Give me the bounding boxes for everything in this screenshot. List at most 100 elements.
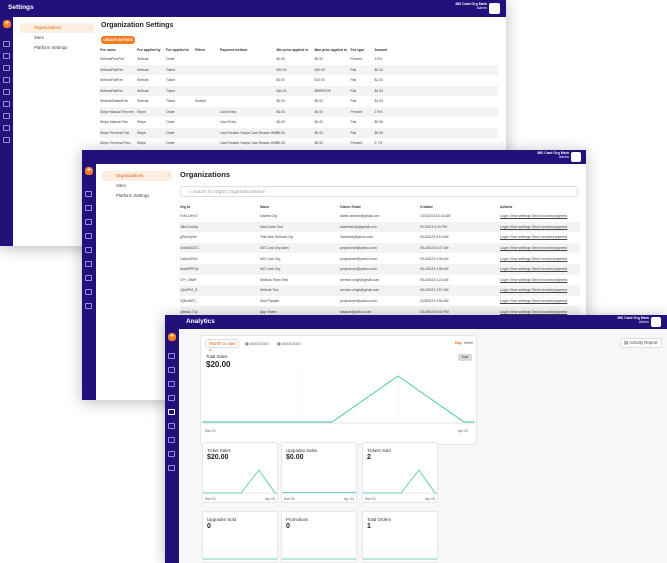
home-icon[interactable] [85, 191, 92, 197]
row-actions-links[interactable]: Login View settings Send invoice/payment [500, 306, 580, 317]
table-cell [220, 75, 277, 86]
row-actions-links[interactable]: Login View settings Send invoice/payment [500, 221, 580, 233]
row-actions-links[interactable]: Login View settings Send invoice/payment [500, 235, 568, 240]
start-date-field[interactable]: ▦ 06/01/2024 [245, 341, 269, 346]
table-cell: Seltrust [137, 57, 149, 62]
settings-icon[interactable] [3, 101, 10, 107]
analytics-sidebar-rail [165, 329, 179, 563]
toggle-day[interactable]: Day [455, 341, 462, 345]
table-cell: Order [166, 141, 175, 146]
search-icon: ⌕ [189, 189, 193, 194]
list-icon[interactable] [85, 219, 92, 225]
user-menu[interactable]: MG Card Org Main Admin [537, 151, 569, 160]
table-cell: Ca6luGRcb [180, 256, 198, 261]
row-actions-links[interactable]: Login View settings Send invoice/payment [500, 256, 568, 261]
table-row[interactable]: SeltrustPercFee Seltrust Order $0.00 $0.00 Pe… [100, 54, 498, 65]
table-cell: gPbe2yKer [180, 235, 197, 240]
ticket-icon[interactable] [168, 451, 175, 457]
table-row[interactable]: Stripe Terminal Perc Stripe Order Card Read… [100, 138, 498, 149]
subnav-item-organizations[interactable]: Organizations › [102, 171, 172, 181]
table-row[interactable]: Stripe Manual Percent Stripe Order Card Ent… [100, 106, 498, 117]
table-row[interactable]: Ca6luGRcb MG Card Org projectuser@yahoo.co… [180, 253, 580, 264]
row-actions-links[interactable]: Login View settings Send invoice/payment [500, 214, 568, 219]
table-cell: 3QbVAl6T_ [180, 299, 198, 304]
date-range-label: Month to date [209, 341, 236, 346]
ticket-icon[interactable] [3, 77, 10, 83]
ticket-icon[interactable] [3, 125, 10, 131]
toggle-week[interactable]: Week [464, 341, 474, 345]
crown-icon[interactable] [3, 137, 10, 143]
table-row[interactable]: SeltrustSeatedFee Seltrust Ticket Seated $0.… [100, 96, 498, 107]
subnav-label: Platform Settings [116, 193, 150, 198]
promotions-chart [282, 549, 356, 560]
table-row[interactable]: FzKL1HrV2 Dariels Org dariel.ramirez@gmail… [180, 211, 580, 222]
subnav-item-platform-settings[interactable]: Platform Settings [102, 191, 172, 201]
ticket-icon[interactable] [85, 233, 92, 239]
subnav-item-organizations[interactable]: Organizations › [20, 23, 94, 33]
column-header: Max price applied to [314, 47, 348, 52]
calendar-icon[interactable] [85, 205, 92, 211]
end-date-field[interactable]: ▦ 06/04/2024 [277, 341, 301, 346]
table-row[interactable]: Stripe Manual Flat Stripe Order Card Entry $… [100, 117, 498, 128]
list-icon[interactable] [3, 113, 10, 119]
avatar[interactable] [489, 3, 500, 14]
user-name: MG Card Org Main [455, 2, 487, 6]
table-row[interactable]: y8ec5z-T2y App Testen tasarun@yahoo.com 2/1… [180, 306, 580, 317]
total-sales-main-card: Total Sales $20.00 Cart Mar 03 Apr 03 [202, 351, 475, 435]
plus-icon[interactable]: + [168, 333, 176, 341]
chart-icon[interactable] [85, 247, 92, 253]
avatar[interactable] [571, 152, 581, 162]
chart-type-toggle[interactable]: Cart [458, 354, 472, 361]
ticket-icon[interactable] [168, 395, 175, 401]
table-row[interactable]: bccbMPFQz MG Card Org projectuser@yahoo.co… [180, 263, 580, 275]
row-actions-links[interactable]: Login View settings Send invoice/payment [500, 263, 580, 275]
search-input[interactable]: ⌕ Search for OrgID, OrganizationName [180, 186, 578, 197]
ticket-icon[interactable] [85, 289, 92, 295]
subnav-item-sites[interactable]: Sites [20, 33, 94, 43]
list-icon[interactable] [85, 275, 92, 281]
date-range-select[interactable]: Month to date ▾ [205, 339, 239, 353]
table-row[interactable]: 3QbVAl6T_ Dick Prypath projectuser@yahoo.c… [180, 296, 580, 307]
user-menu[interactable]: MG Card Org Main Admin [455, 2, 487, 11]
table-cell: y8ec5z-T2y [180, 306, 260, 317]
table-cell: Flat [350, 120, 357, 125]
activity-report-button[interactable]: ▤ Activity Report [620, 338, 662, 348]
avatar[interactable] [651, 317, 661, 327]
table-cell: Dariels Org [260, 214, 278, 219]
list-icon[interactable] [3, 65, 10, 71]
table-row[interactable]: SeltrustFlatFee Seltrust Ticket $40.01 $9999… [100, 85, 498, 96]
table-row[interactable]: SeltrustFlatFee Seltrust Ticket $10.01 $40.0… [100, 64, 498, 75]
fees-table: Fee name Fee applied by Fee applied to F… [100, 45, 498, 149]
home-icon[interactable] [168, 353, 175, 359]
settings-icon[interactable] [168, 423, 175, 429]
list-icon[interactable] [168, 381, 175, 387]
table-row[interactable]: cMd4k8CEC MG Card Org Main projectuser@yah… [180, 242, 580, 254]
calendar-icon[interactable] [3, 53, 10, 59]
table-row[interactable]: gPbe2yKer Test New Seltrust Org harrietc5@… [180, 232, 580, 243]
row-actions-links[interactable]: Login View settings Send invoice/payment [500, 242, 580, 254]
list-icon[interactable] [168, 437, 175, 443]
table-row[interactable]: xQc2PVl_S Seltrust Two ammon.singh@gmail.c… [180, 285, 580, 296]
chart-icon[interactable] [168, 409, 175, 415]
chart-icon[interactable] [3, 89, 10, 95]
row-actions-links[interactable]: Login View settings Send invoice/payment [500, 277, 568, 282]
row-actions-links[interactable]: Login View settings Send invoice/payment [500, 285, 580, 296]
settings-icon[interactable] [85, 261, 92, 267]
table-row[interactable]: SeltrustFlatFee Seltrust Ticket $0.00 $10.00… [100, 75, 498, 86]
table-cell: Seated [195, 99, 206, 104]
row-actions-links[interactable]: Login View settings Send invoice/payment [500, 299, 568, 304]
table-cell: Card Entry [220, 120, 237, 125]
plus-icon[interactable]: + [3, 20, 11, 28]
subnav-item-platform-settings[interactable]: Platform Settings [20, 43, 94, 53]
crown-icon[interactable] [85, 303, 92, 309]
table-row[interactable]: 4BcLXmlUa Hand New Test testerhandy@gmail.… [180, 221, 580, 233]
subnav-item-sites[interactable]: Sites [102, 181, 172, 191]
home-icon[interactable] [3, 41, 10, 47]
calendar-icon[interactable] [168, 367, 175, 373]
create-entries-button[interactable]: CREATE ENTRIES [101, 36, 135, 44]
crown-icon[interactable] [168, 465, 175, 471]
user-menu[interactable]: MG Card Org Main Admin [617, 316, 649, 325]
table-row[interactable]: Stripe Terminal Flat Stripe Order Card Read… [100, 127, 498, 138]
table-row[interactable]: CPr_Vl8dF Seltrust Team Test ammon.singh@g… [180, 275, 580, 286]
plus-icon[interactable]: + [85, 167, 93, 175]
